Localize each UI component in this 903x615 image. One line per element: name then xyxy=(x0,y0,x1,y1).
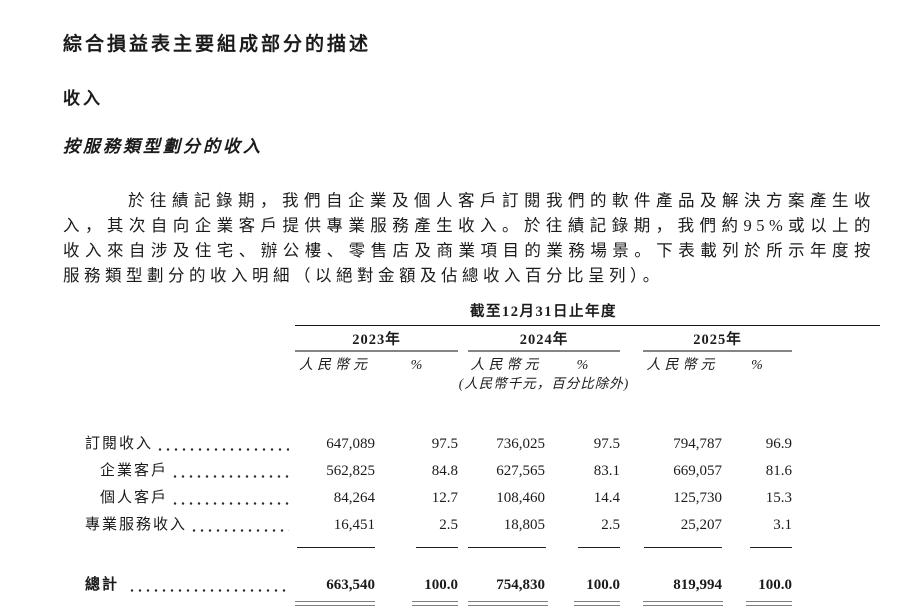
value-cell: 108,460 xyxy=(496,490,545,506)
value-cell: 125,730 xyxy=(673,490,722,506)
col-header-amount-2024: 人民幣元 xyxy=(470,358,543,373)
col-header-amount-2025: 人民幣元 xyxy=(646,358,719,373)
row-label-cell: 個人客戶 xyxy=(85,488,295,515)
col-header-amount-2023: 人民幣元 xyxy=(299,358,371,373)
spacer xyxy=(295,377,458,392)
value-cell: 754,830 xyxy=(496,577,545,593)
table-span-header: 截至12月31日止年度 xyxy=(470,304,617,320)
column-double-rule xyxy=(468,601,548,606)
row-label: 訂閱收入 xyxy=(85,436,154,452)
value-cell: 97.5 xyxy=(431,436,458,452)
column-double-rule xyxy=(643,601,723,606)
value-cell: 96.9 xyxy=(765,436,792,452)
row-label: 總計 xyxy=(85,577,120,593)
row-label-cell: 訂閱收入 xyxy=(85,434,295,461)
year-header-2023: 2023年 xyxy=(295,328,458,352)
dot-leader xyxy=(190,515,289,532)
value-cell: 100.0 xyxy=(758,577,792,593)
spacer xyxy=(85,358,295,377)
column-rule xyxy=(578,547,620,548)
dot-leader xyxy=(156,434,289,451)
paragraph-line: 入，其次自向企業客戶提供專業服務產生收入。於往績記錄期，我們約95%或以上的 xyxy=(63,216,875,235)
spacer xyxy=(620,358,643,377)
value-cell: 84,264 xyxy=(333,490,375,506)
row-enterprise-customers: 企業客戶 562,825 84.8 627,565 83.1 669,057 8… xyxy=(85,461,792,488)
value-cell: 18,805 xyxy=(503,517,545,533)
spacer xyxy=(85,377,295,392)
subtotal-rule-row xyxy=(85,544,792,548)
column-double-rule xyxy=(412,601,458,606)
paragraph-line: 服務類型劃分的收入明細（以絕對金額及佔總收入百分比呈列）。 xyxy=(63,266,664,285)
year-header-2024: 2024年 xyxy=(468,328,620,352)
value-cell: 627,565 xyxy=(496,463,545,479)
unit-note: (人民幣千元，百分比除外) xyxy=(458,376,630,391)
value-cell: 562,825 xyxy=(326,463,375,479)
row-individual-customers: 個人客戶 84,264 12.7 108,460 14.4 125,730 15… xyxy=(85,488,792,515)
value-cell: 81.6 xyxy=(765,463,792,479)
table-body: 訂閱收入 647,089 97.5 736,025 97.5 794,787 9… xyxy=(85,434,792,607)
column-double-rule xyxy=(574,601,620,606)
row-label-cell: 企業客戶 xyxy=(85,461,295,488)
value-cell: 97.5 xyxy=(593,436,620,452)
dot-leader xyxy=(171,461,289,478)
col-header-percent-2023: % xyxy=(410,358,423,373)
column-rule xyxy=(468,547,546,548)
value-cell: 794,787 xyxy=(673,436,722,452)
value-cell: 2.5 xyxy=(601,517,620,533)
col-header-percent-2024: % xyxy=(576,358,589,373)
subsection-heading-revenue-by-service-type: 按服務類型劃分的收入 xyxy=(63,137,263,156)
value-cell: 736,025 xyxy=(496,436,545,452)
spacer xyxy=(620,328,643,352)
value-cell: 84.8 xyxy=(431,463,458,479)
row-label: 個人客戶 xyxy=(100,490,169,506)
column-double-rule xyxy=(746,601,792,606)
spacer xyxy=(458,358,468,377)
row-label: 專業服務收入 xyxy=(85,517,188,533)
value-cell: 3.1 xyxy=(773,517,792,533)
row-subscription-revenue: 訂閱收入 647,089 97.5 736,025 97.5 794,787 9… xyxy=(85,434,792,461)
dot-leader xyxy=(128,575,289,592)
revenue-by-service-type-table: 截至12月31日止年度 2023年 2024年 2025年 人民幣元 % 人民幣… xyxy=(85,304,880,607)
value-cell: 14.4 xyxy=(593,490,620,506)
dot-leader xyxy=(171,488,289,505)
value-cell: 15.3 xyxy=(765,490,792,506)
row-label: 企業客戶 xyxy=(100,463,169,479)
year-header-2025: 2025年 xyxy=(643,328,792,352)
value-cell: 100.0 xyxy=(586,577,620,593)
value-cell: 2.5 xyxy=(439,517,458,533)
column-double-rule xyxy=(295,601,375,606)
section-heading-income-statement: 綜合損益表主要組成部分的描述 xyxy=(63,34,372,55)
row-label-cell: 專業服務收入 xyxy=(85,515,295,542)
value-cell: 647,089 xyxy=(326,436,375,452)
table-top-rule xyxy=(295,325,880,326)
row-total: 總計 663,540 100.0 754,830 100.0 819,994 1… xyxy=(85,575,792,597)
row-professional-services-revenue: 專業服務收入 16,451 2.5 18,805 2.5 25,207 3.1 xyxy=(85,515,792,542)
column-rule xyxy=(297,547,375,548)
value-cell: 663,540 xyxy=(326,577,375,593)
spacer xyxy=(458,328,468,352)
value-cell: 12.7 xyxy=(431,490,458,506)
spacer xyxy=(85,304,295,325)
value-cell: 819,994 xyxy=(673,577,722,593)
value-cell: 25,207 xyxy=(680,517,722,533)
value-cell: 100.0 xyxy=(424,577,458,593)
total-double-rule-row xyxy=(85,601,792,607)
value-cell: 16,451 xyxy=(333,517,375,533)
paragraph-line: 於往績記錄期，我們自企業及個人客戶訂閱我們的軟件產品及解決方案產生收 xyxy=(128,191,875,210)
subsection-heading-revenue: 收入 xyxy=(63,89,103,108)
row-label-cell: 總計 xyxy=(85,575,295,597)
paragraph-line: 收入來自涉及住宅、辦公樓、零售店及商業項目的業務場景。下表載列於所示年度按 xyxy=(63,241,875,260)
column-rule xyxy=(416,547,458,548)
value-cell: 83.1 xyxy=(593,463,620,479)
column-rule xyxy=(644,547,722,548)
value-cell: 669,057 xyxy=(673,463,722,479)
column-rule xyxy=(750,547,792,548)
spacer xyxy=(85,328,295,352)
col-header-percent-2025: % xyxy=(751,358,763,373)
body-paragraph: 於往績記錄期，我們自企業及個人客戶訂閱我們的軟件產品及解決方案產生收 入，其次自… xyxy=(63,188,875,288)
